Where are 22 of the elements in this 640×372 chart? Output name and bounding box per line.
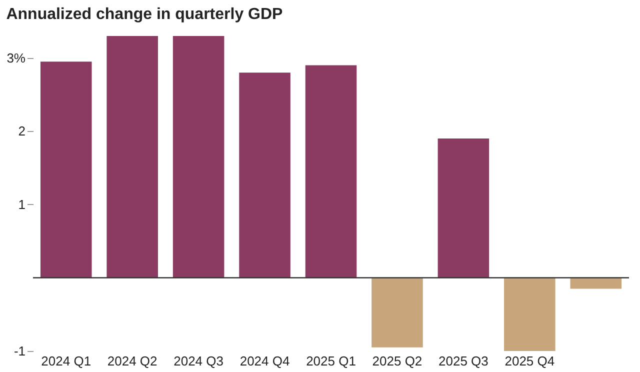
x-tick-label: 2025 Q3 <box>438 354 488 368</box>
x-tick-label: 2025 Q1 <box>306 354 356 368</box>
y-tick-label: -1 <box>14 344 26 358</box>
x-tick-label: 2025 Q4 <box>504 354 555 368</box>
y-tick-label: 3% <box>6 50 26 66</box>
bar <box>305 65 357 278</box>
y-tick-label: 1 <box>18 196 26 212</box>
chart-title: Annualized change in quarterly GDP <box>6 6 284 23</box>
x-tick-label: 2025 Q2 <box>372 354 422 368</box>
bar <box>372 278 423 348</box>
x-tick-label: 2024 Q1 <box>41 354 92 368</box>
x-tick-label: 2024 Q3 <box>174 354 224 368</box>
x-tick-label: 2024 Q2 <box>107 354 158 368</box>
bar <box>438 138 490 278</box>
x-tick-label: 2024 Q4 <box>240 354 290 368</box>
bar <box>570 278 622 289</box>
y-tick-label: 2 <box>18 124 26 139</box>
bar <box>106 36 158 278</box>
bar <box>239 72 290 278</box>
bar <box>504 278 556 351</box>
bar <box>172 36 224 278</box>
bar <box>40 62 92 278</box>
